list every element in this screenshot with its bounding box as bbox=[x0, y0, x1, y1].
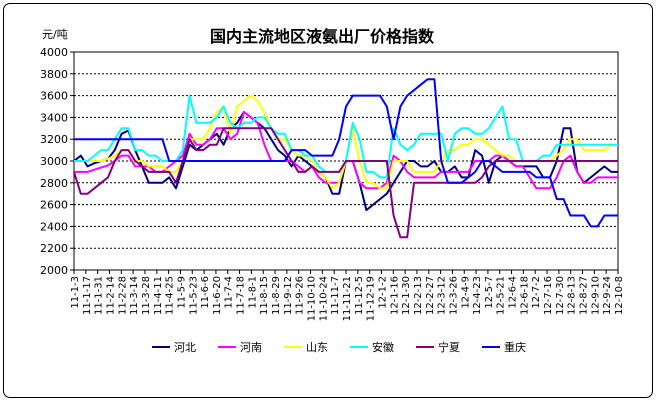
x-tick-label: 12-2-27 bbox=[425, 276, 436, 315]
x-tick-label: 11-2-14 bbox=[105, 276, 116, 315]
x-tick-label: 11-6-6 bbox=[200, 276, 211, 309]
legend-label: 宁夏 bbox=[438, 340, 460, 354]
y-axis: 2000 2200 2400 2600 2800 3000 3200 3400 3600 3800… bbox=[40, 46, 74, 277]
x-tick-label: 12-1-30 bbox=[401, 276, 412, 315]
y-axis-unit: 元/吨 bbox=[42, 28, 68, 41]
y-tick-label: 2600 bbox=[40, 199, 68, 212]
x-tick-label: 11-1-31 bbox=[94, 276, 105, 315]
x-tick-label: 12-3-12 bbox=[437, 276, 448, 315]
legend: 河北 河南 山东 安徽 宁夏 重庆 bbox=[152, 340, 526, 354]
y-tick-label: 3800 bbox=[40, 68, 68, 81]
x-tick-label: 11-8-15 bbox=[259, 276, 270, 315]
x-tick-label: 11-8-29 bbox=[271, 276, 282, 315]
y-tick-label: 3200 bbox=[40, 133, 68, 146]
x-tick-label: 11-7-18 bbox=[236, 276, 247, 315]
y-tick-label: 3600 bbox=[40, 90, 68, 103]
x-tick-label: 11-3-28 bbox=[141, 276, 152, 315]
x-tick-label: 11-4-11 bbox=[153, 276, 164, 315]
chart-frame bbox=[3, 3, 653, 398]
y-tick-label: 2400 bbox=[40, 220, 68, 233]
x-tick-label: 11-2-28 bbox=[117, 276, 128, 315]
y-tick-label: 3000 bbox=[40, 155, 68, 168]
x-tick-label: 11-3-14 bbox=[129, 276, 140, 315]
series-lines bbox=[73, 78, 618, 239]
x-tick-label: 12-1-16 bbox=[389, 276, 400, 315]
x-tick-label: 11-12-5 bbox=[354, 276, 365, 315]
x-tick-label: 12-10-8 bbox=[614, 276, 625, 315]
x-tick-label: 12-1-2 bbox=[377, 276, 388, 309]
x-tick-label: 11-10-24 bbox=[318, 276, 329, 321]
x-tick-label: 12-4-9 bbox=[460, 276, 471, 309]
x-tick-label: 12-5-21 bbox=[496, 276, 507, 315]
y-tick-label: 2000 bbox=[40, 264, 68, 277]
x-tick-label: 11-6-20 bbox=[212, 276, 223, 315]
legend-label: 安徽 bbox=[372, 340, 394, 354]
x-tick-label: 12-2-13 bbox=[413, 276, 424, 315]
x-tick-label: 11-1-17 bbox=[82, 276, 93, 315]
x-tick-label: 12-7-30 bbox=[555, 276, 566, 315]
x-tick-label: 12-4-23 bbox=[472, 276, 483, 315]
x-tick-label: 12-8-13 bbox=[567, 276, 578, 315]
legend-label: 山东 bbox=[306, 341, 328, 354]
legend-label: 重庆 bbox=[504, 340, 526, 354]
x-tick-label: 12-3-26 bbox=[448, 276, 459, 315]
x-tick-label: 11-7-4 bbox=[224, 276, 235, 309]
x-tick-label: 12-6-4 bbox=[508, 276, 519, 309]
x-tick-label: 11-8-1 bbox=[247, 276, 258, 309]
x-tick-label: 12-7-2 bbox=[531, 276, 542, 309]
y-tick-label: 2200 bbox=[40, 242, 68, 255]
series-line-重庆 bbox=[74, 78, 618, 228]
x-tick-label: 11-9-12 bbox=[283, 276, 294, 315]
y-tick-label: 3400 bbox=[40, 111, 68, 124]
chart-title: 国内主流地区液氨出厂价格指数 bbox=[210, 27, 435, 46]
x-tick-label: 11-1-3 bbox=[70, 276, 81, 309]
x-tick-label: 11-4-25 bbox=[165, 276, 176, 315]
x-tick-label: 12-8-27 bbox=[579, 276, 590, 315]
x-tick-label: 11-10-10 bbox=[307, 276, 318, 321]
x-tick-label: 12-7-16 bbox=[543, 276, 554, 315]
series-line-宁夏 bbox=[73, 127, 618, 239]
x-tick-label: 12-9-10 bbox=[590, 276, 601, 315]
gridlines bbox=[74, 73, 618, 249]
x-tick-label: 12-9-24 bbox=[602, 276, 613, 315]
y-tick-label: 4000 bbox=[40, 46, 68, 59]
x-tick-label: 11-11-21 bbox=[342, 276, 353, 321]
x-tick-label: 11-5-23 bbox=[188, 276, 199, 315]
x-tick-label: 11-12-19 bbox=[366, 276, 377, 321]
y-tick-label: 2800 bbox=[40, 177, 68, 190]
x-tick-label: 11-11-7 bbox=[330, 276, 341, 315]
legend-label: 河南 bbox=[240, 341, 262, 354]
x-tick-label: 12-6-18 bbox=[519, 276, 530, 315]
x-tick-label: 11-5-9 bbox=[176, 276, 187, 309]
legend-label: 河北 bbox=[174, 341, 196, 354]
x-tick-label: 11-9-26 bbox=[295, 276, 306, 315]
x-axis: 11-1-3 11-1-17 11-1-31 11-2-14 11-2-28 11-3-1… bbox=[70, 270, 625, 321]
x-tick-label: 12-5-7 bbox=[484, 276, 495, 309]
